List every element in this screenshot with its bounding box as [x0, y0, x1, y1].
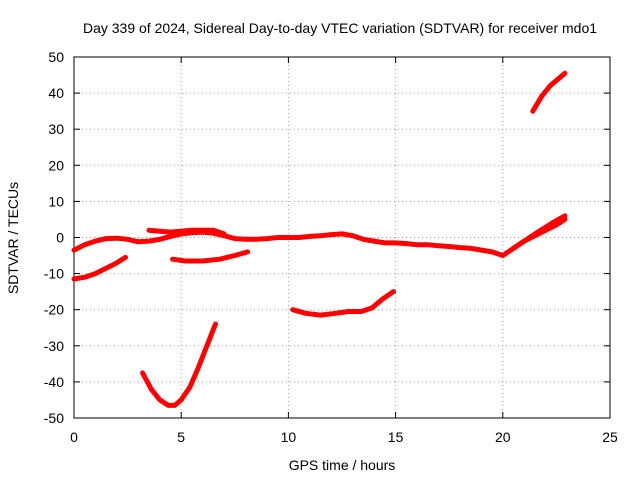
y-tick-label: -10 [44, 266, 64, 282]
series-line-trace-5 [170, 249, 251, 264]
series-line-trace-2 [146, 227, 227, 237]
y-tick-label: 40 [48, 85, 64, 101]
y-tick-label: -30 [44, 338, 64, 354]
y-tick-label: 20 [48, 157, 64, 173]
x-tick-label: 20 [495, 429, 511, 445]
y-tick-label: 0 [56, 230, 64, 246]
series-layer [71, 70, 568, 408]
axis-ticks [73, 56, 611, 419]
x-tick-label: 5 [177, 429, 185, 445]
x-tick-label: 0 [70, 429, 78, 445]
y-tick-label: -50 [44, 410, 64, 426]
x-tick-label: 25 [602, 429, 618, 445]
series-line-trace-4 [71, 254, 128, 282]
series-line-trace-7 [290, 289, 396, 318]
x-tick-labels: 0 5 10 15 20 25 [70, 429, 618, 445]
y-axis-label: SDTVAR / TECUs [5, 182, 21, 294]
series-line-trace-6 [140, 321, 218, 408]
y-tick-label: 30 [48, 121, 64, 137]
grid [74, 57, 610, 418]
y-tick-label: -40 [44, 374, 64, 390]
series-line-trace-1 [71, 216, 568, 258]
y-tick-label: -20 [44, 302, 64, 318]
y-tick-label: 10 [48, 193, 64, 209]
series-line-trace-3 [511, 213, 568, 251]
x-tick-label: 15 [388, 429, 404, 445]
y-tick-label: 50 [48, 49, 64, 65]
y-tick-labels: -50 -40 -30 -20 -10 0 10 20 30 40 50 [44, 49, 64, 426]
x-tick-label: 10 [281, 429, 297, 445]
x-axis-label: GPS time / hours [289, 457, 396, 473]
series-line-trace-8 [530, 70, 568, 114]
chart-title: Day 339 of 2024, Sidereal Day-to-day VTE… [83, 20, 597, 36]
